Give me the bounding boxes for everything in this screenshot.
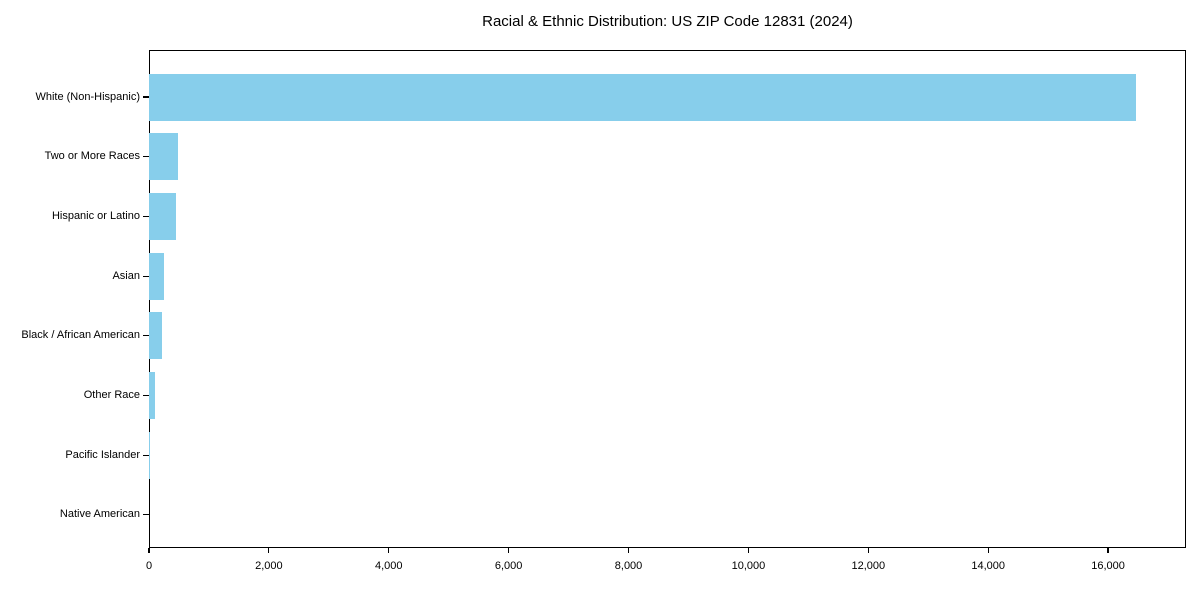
- x-tick-label: 6,000: [494, 560, 523, 572]
- plot-area: [149, 50, 1186, 548]
- chart-title: Racial & Ethnic Distribution: US ZIP Cod…: [482, 13, 853, 30]
- x-tick-label: 12,000: [851, 560, 886, 572]
- bar-pacific-islander: [149, 431, 150, 479]
- x-tick-label: 0: [145, 560, 153, 572]
- y-tick-mark: [143, 275, 149, 277]
- x-tick-label: 8,000: [614, 560, 643, 572]
- y-axis-category-label: White (Non-Hispanic): [35, 90, 140, 103]
- y-axis-category-label: Other Race: [83, 389, 140, 401]
- y-tick-mark: [143, 454, 149, 456]
- y-axis-category-label: Black / African American: [21, 329, 140, 342]
- bar-other-race: [149, 372, 155, 419]
- x-tick-mark: [1107, 548, 1109, 553]
- y-tick-mark: [143, 156, 149, 158]
- x-tick-mark: [388, 548, 390, 553]
- x-tick-mark: [747, 548, 749, 553]
- x-tick-label: 16,000: [1091, 560, 1125, 572]
- x-tick-label: 2,000: [255, 560, 283, 572]
- x-tick-mark: [987, 548, 989, 553]
- y-axis-category-label: Asian: [112, 269, 140, 282]
- x-tick-mark: [268, 548, 270, 553]
- x-tick-mark: [148, 548, 150, 553]
- x-tick-mark: [867, 548, 869, 553]
- y-tick-mark: [143, 96, 149, 98]
- bar-asian: [149, 252, 165, 300]
- y-axis-category-label: Two or More Races: [44, 150, 140, 163]
- x-tick-label: 14,000: [971, 560, 1006, 572]
- bar-white-non-hispanic: [149, 73, 1137, 121]
- bar-black-african-american: [149, 312, 163, 360]
- y-tick-mark: [143, 514, 149, 516]
- y-tick-mark: [143, 394, 149, 397]
- x-tick-label: 10,000: [731, 560, 766, 572]
- bar-hispanic-or-latino: [149, 192, 176, 240]
- bar-two-or-more-races: [149, 133, 179, 181]
- y-axis-category-label: Native American: [59, 508, 140, 521]
- y-tick-mark: [143, 335, 149, 337]
- y-tick-mark: [143, 215, 149, 217]
- x-tick-mark: [627, 548, 630, 553]
- x-tick-mark: [508, 548, 510, 553]
- x-tick-label: 4,000: [375, 560, 403, 572]
- y-axis-category-label: Pacific Islander: [65, 448, 140, 461]
- y-axis-category-label: Hispanic or Latino: [51, 209, 140, 222]
